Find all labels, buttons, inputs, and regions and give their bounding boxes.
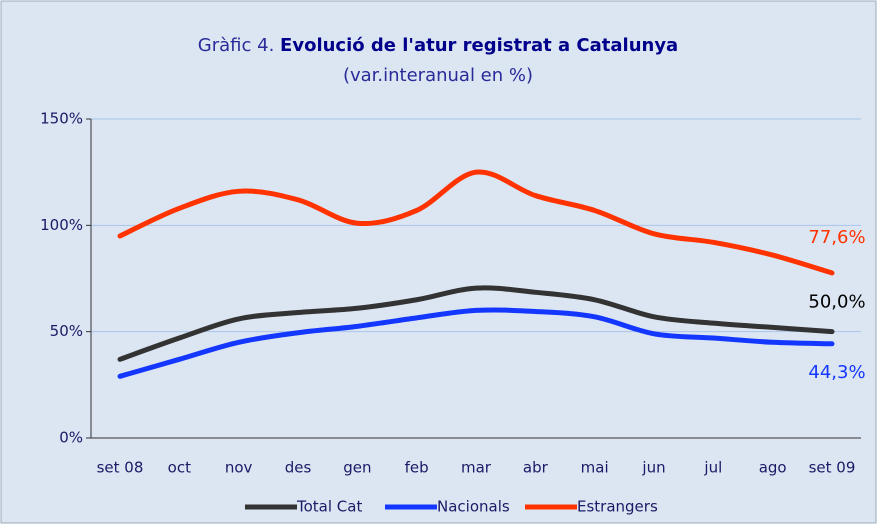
- x-tick-label: set 08: [97, 459, 144, 477]
- x-tick-label: jun: [641, 459, 665, 477]
- x-tick-label: mar: [461, 459, 492, 477]
- x-tick-label: mai: [581, 459, 609, 477]
- x-tick-label: feb: [405, 459, 429, 477]
- chart-subtitle: (var.interanual en %): [343, 65, 533, 86]
- legend-label: Nacionals: [437, 498, 510, 516]
- series-line: [117, 169, 835, 276]
- y-tick-label: 50%: [50, 322, 83, 340]
- data-label: 77,6%: [808, 227, 865, 248]
- legend-label: Estrangers: [577, 498, 658, 516]
- x-tick-label: ago: [759, 459, 787, 477]
- x-tick-label: set 09: [809, 459, 856, 477]
- series-line: [117, 285, 835, 362]
- x-tick-label: abr: [523, 459, 549, 477]
- data-label: 50,0%: [808, 292, 865, 313]
- title-main: Evolució de l'atur registrat a Catalunya: [280, 35, 678, 56]
- series-line: [117, 307, 835, 379]
- x-tick-label: oct: [168, 459, 191, 477]
- y-tick-label: 150%: [40, 110, 83, 128]
- y-tick-label: 100%: [40, 216, 83, 234]
- x-tick-label: jul: [703, 459, 722, 477]
- x-tick-label: gen: [343, 459, 371, 477]
- x-tick-label: nov: [225, 459, 253, 477]
- data-label: 44,3%: [808, 362, 865, 383]
- legend-label: Total Cat: [296, 498, 362, 516]
- chart-title: Gràfic 4. Evolució de l'atur registrat a…: [198, 35, 678, 56]
- y-tick-label: 0%: [59, 429, 83, 447]
- x-tick-label: des: [285, 459, 312, 477]
- title-prefix: Gràfic 4.: [198, 35, 275, 56]
